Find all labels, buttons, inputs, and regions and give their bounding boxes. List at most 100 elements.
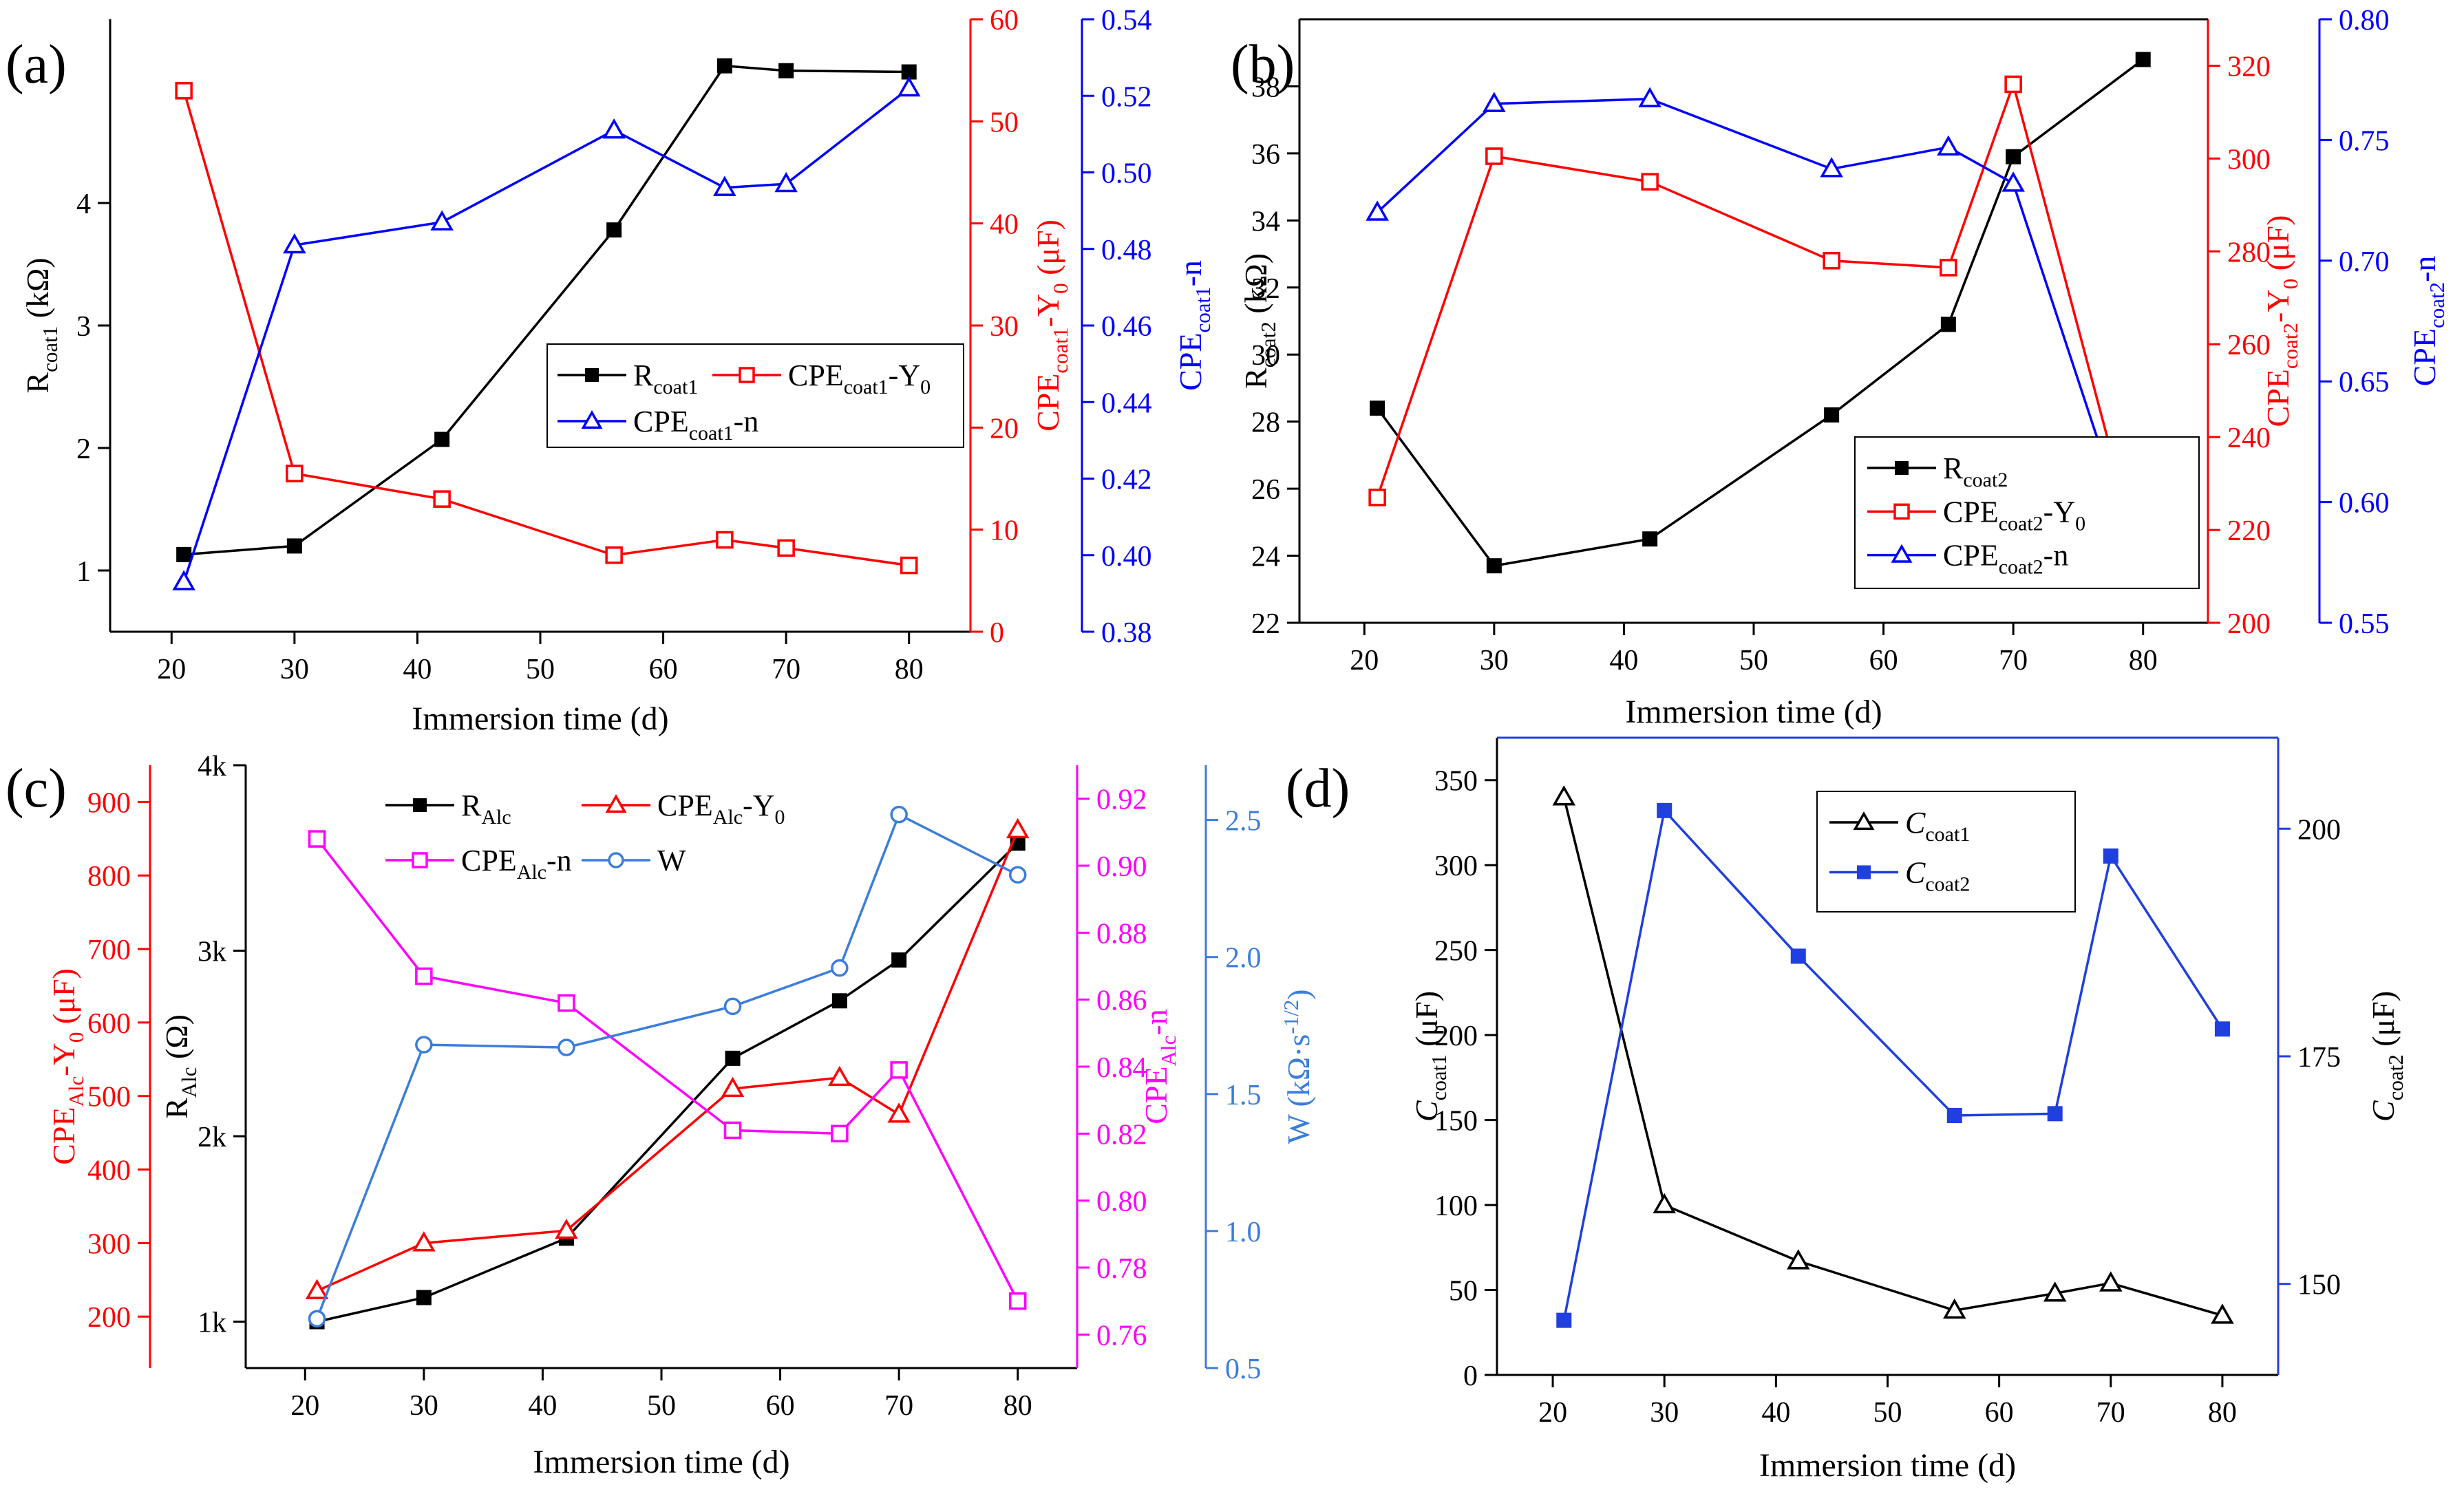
left-tick-label: 3k [198,937,226,968]
right2-tick-label: 0.44 [1101,387,1152,419]
legend-label: Ccoat2 [1905,856,1970,896]
data-point-W [1008,866,1027,884]
right1-tick-label: 50 [990,107,1019,138]
chart-d: 20 30 40 50 60 70 80 Immersion time (d) 0 50 100 15… [1409,736,2408,1484]
data-point-CPE_coat2-n [1820,157,1843,178]
data-point-CPE_coat2-n [1483,92,1506,112]
right2-tick-label: 0.46 [1101,311,1152,343]
x-tick-label: 60 [1985,1397,2014,1429]
legend-label: CPEcoat1-n [633,405,758,445]
data-point-CPE_Alc-Y0 [1006,818,1030,839]
right1-tick-label: 200 [2297,814,2341,846]
left-tick-label: 22 [1251,608,1280,640]
data-point-R_coat1 [434,431,450,447]
data-point-C_coat1 [1787,1249,1810,1270]
data-point-CPE_Alc-Y0 [721,1076,745,1098]
legend-marker [605,793,627,813]
right1-tick-label: 280 [2227,237,2271,268]
right1-tick-label: 0.80 [1096,1186,1147,1218]
data-point-R_coat2 [1486,558,1502,574]
left-tick-label: 1 [76,556,91,588]
left-tick-label: 4 [76,189,91,220]
right1-tick-label: 20 [990,413,1019,445]
right2-tick-label: 0.5 [1225,1354,1262,1385]
right2-tick-label: 0.75 [2339,125,2390,157]
data-point-R_Alc [831,993,847,1009]
left-tick-label: 200 [1434,1021,1478,1052]
data-point-C_coat1 [2099,1271,2123,1292]
right1-tick-label: 150 [2297,1270,2341,1301]
data-point-CPE_coat2-Y0 [1641,173,1659,191]
legend-c: RAlc CPEAlc-Y0 CPEAlc-n W [385,789,785,884]
left-tick-label: 36 [1251,139,1280,171]
data-point-CPE_coat2-Y0 [1823,252,1840,270]
data-point-C_coat1 [1552,785,1576,806]
data-point-W [831,959,849,977]
data-point-CPE_Alc-Y0 [828,1065,851,1087]
data-point-C_coat1 [2211,1303,2234,1324]
x-tick-label: 60 [649,654,678,685]
x-tick-label: 40 [528,1390,557,1422]
legend-marker [608,852,624,868]
right1-tick-label: 10 [990,515,1019,547]
data-point-CPE_coat1-Y0 [286,465,304,482]
x-axis-title: Immersion time (d) [1625,694,1882,730]
x-tick-label: 80 [2129,645,2158,676]
left-tick-label: 38 [1251,72,1280,103]
left-axis-title: Ccoat1 (μF) [1409,991,1451,1122]
left-tick-label: 2k [198,1122,226,1153]
x-tick-label: 40 [403,654,432,685]
x-axis-title: Immersion time (d) [1759,1447,2016,1484]
right1-tick-label: 0.78 [1096,1253,1147,1285]
data-point-C_coat1 [1943,1298,1966,1319]
data-point-W [557,1038,575,1056]
legend-marker [1857,865,1871,879]
legend-marker [1891,544,1913,563]
left-tick-label: 350 [1434,766,1478,798]
chart-c: 20 30 40 50 60 70 80 Immersion time (d) 1k 2k 3k 4k… [46,751,1316,1480]
right2-tick-label: 1.5 [1225,1080,1262,1111]
legend-label: CPEcoat2-Y0 [1943,495,2085,535]
data-point-R_coat1 [286,538,302,554]
right2-tick-label: 0.80 [2339,5,2390,36]
legend-label: CPEcoat2-n [1943,539,2068,579]
x-tick-label: 50 [526,654,555,685]
outer_left-axis-title: CPEAlc-Y0 (μF) [46,968,88,1165]
right1-tick-label: 240 [2227,423,2271,454]
left-tick-label: 0 [1463,1360,1478,1392]
data-point-CPE_Alc-Y0 [305,1279,329,1299]
right2-tick-label: 0.40 [1101,541,1152,573]
legend-box [1816,791,2076,912]
x-tick-label: 20 [1538,1397,1567,1429]
right2-tick-label: 0.65 [2339,367,2390,398]
x-tick-label: 30 [410,1390,438,1422]
right1-tick-label: 40 [990,209,1019,241]
data-point-CPE_coat1-Y0 [777,539,795,557]
data-point-CPE_Alc-n [557,994,575,1012]
data-point-CPE_coat1-n [172,570,195,590]
panel-label-b: (b) [1231,34,1295,95]
right1-tick-label: 60 [990,5,1019,36]
data-point-R_Alc [416,1290,432,1305]
panel-label-d: (d) [1286,758,1350,819]
data-point-R_coat1 [778,63,794,78]
data-point-R_coat2 [2135,52,2151,67]
right2-tick-label: 0.70 [2339,246,2390,278]
x-tick-label: 70 [884,1390,913,1422]
legend-a: Rcoat1 CPEcoat1-Y0 CPEcoat1-n [546,343,964,448]
panel-label-c: (c) [6,758,67,819]
x-tick-label: 50 [1739,645,1768,676]
x-tick-label: 20 [157,654,186,685]
chart-a: 20 30 40 50 60 70 80 Immersion time (d) 1 2 3 4 Rcoa… [20,5,1215,737]
data-point-R_coat2 [2006,149,2021,164]
data-point-C_coat2 [1790,948,1806,964]
data-point-R_Alc [891,952,907,968]
data-point-CPE_coat2-n [1366,200,1389,221]
right2-tick-label: 0.52 [1101,81,1152,113]
left-tick-label: 34 [1251,206,1280,237]
legend-marker [1853,811,1875,831]
left-tick-label: 26 [1251,474,1280,506]
outer_left-tick-label: 400 [87,1155,131,1187]
x-tick-label: 60 [766,1390,795,1422]
data-point-C_coat2 [1657,802,1672,818]
